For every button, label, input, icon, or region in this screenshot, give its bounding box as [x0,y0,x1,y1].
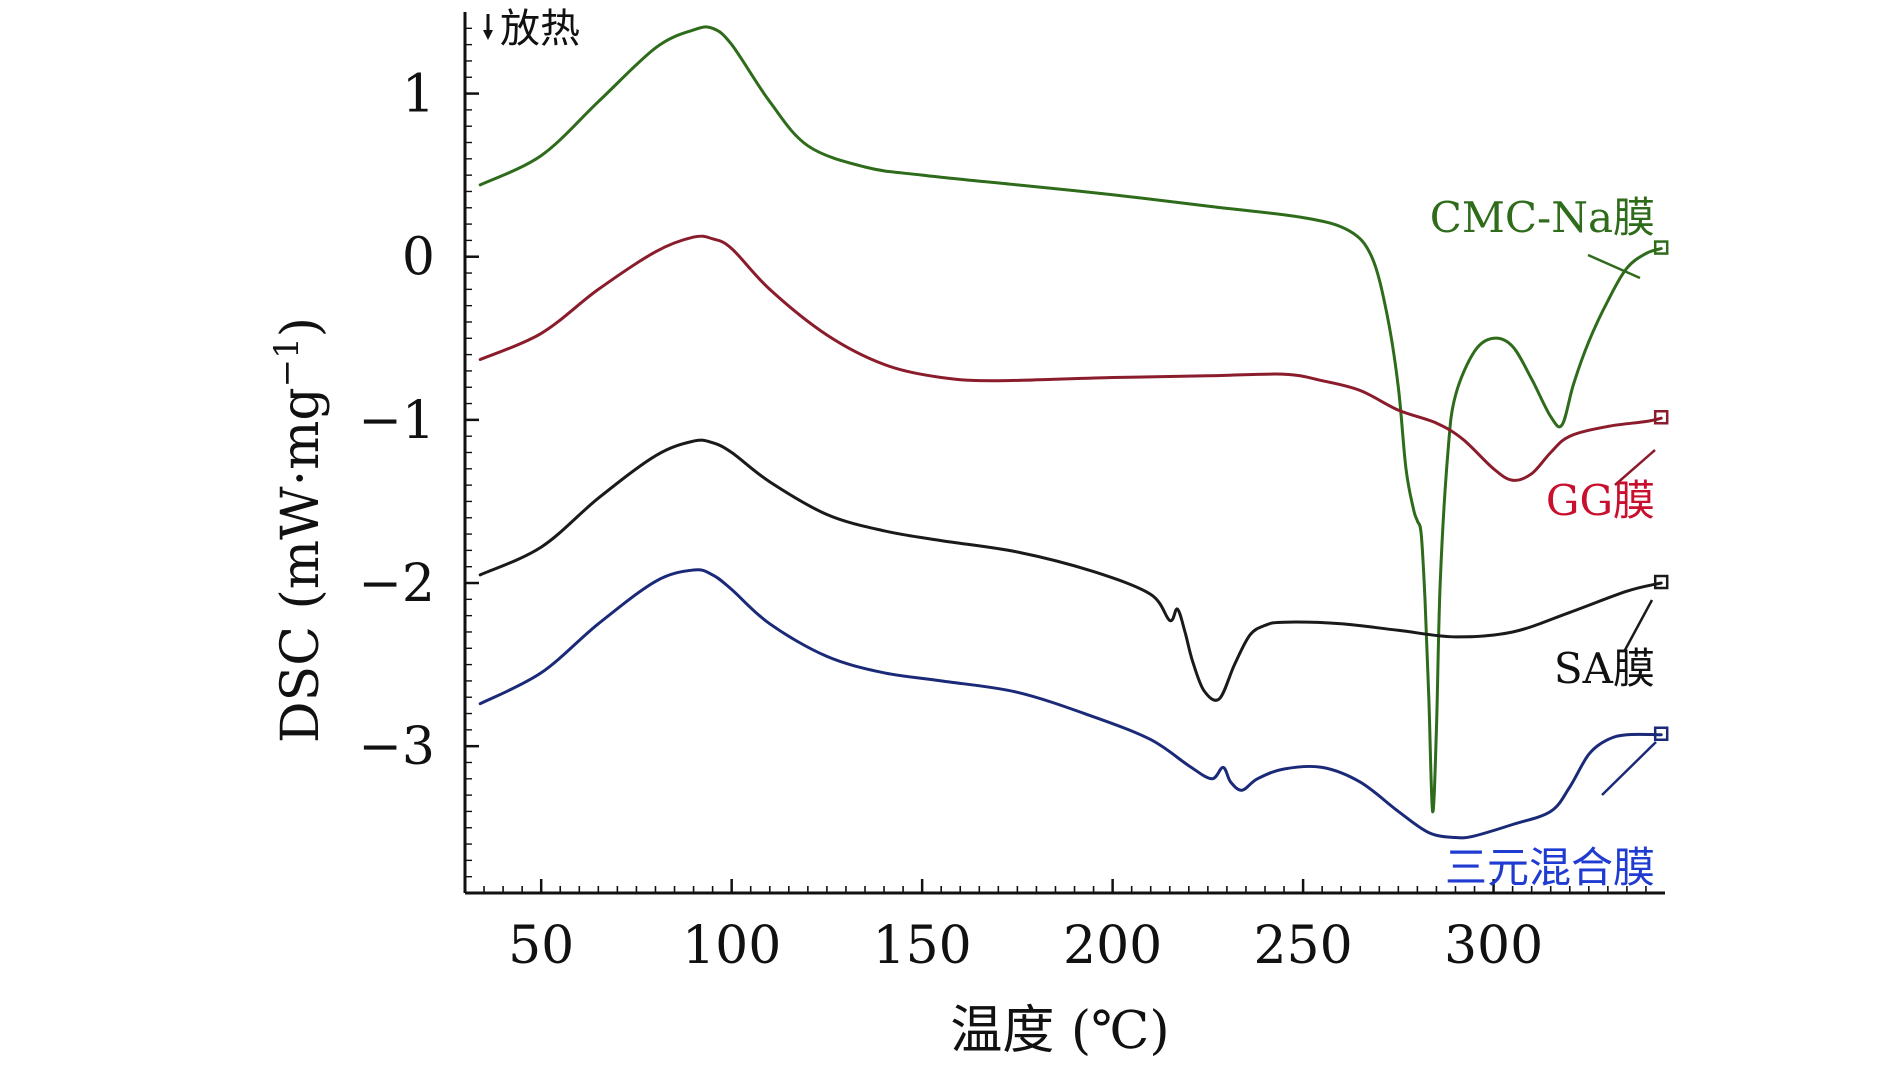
y-axis-title-main: DSC (mW·mg [271,387,331,743]
y-tick-label: −1 [358,391,435,451]
y-tick-label: −2 [358,554,435,614]
exotherm-arrow-head [483,30,493,40]
x-tick-label: 300 [1444,916,1543,976]
y-tick-label: 0 [402,228,435,288]
series-label-leader [1614,449,1656,486]
series-end-marker [1653,240,1669,255]
y-axis-title: DSC (mW·mg−1) [267,317,331,743]
series-label-4: 三元混合膜 [1445,843,1655,892]
x-tick-label: 50 [508,916,574,976]
x-tick-label: 150 [873,916,972,976]
series-label-leader [1623,599,1654,651]
x-axis-title: 温度 (℃) [950,1001,1169,1061]
y-tick-label: 1 [402,65,435,125]
exotherm-annotation: 放热 [483,6,580,52]
x-tick-label: 200 [1063,916,1162,976]
y-tick-label: −3 [358,717,435,777]
series-line-1 [478,25,1663,813]
series-label-3: SA膜 [1554,644,1655,693]
axes: 50 100 150 200 250 300 1 0 −1 −2 −3 [358,12,1665,976]
y-axis-title-superscript: −1 [267,337,307,387]
y-axis-title-close: ) [271,317,331,337]
x-tick-label: 250 [1253,916,1352,976]
exotherm-label: 放热 [500,6,580,52]
series-line-3 [478,438,1663,702]
series-label-1: CMC-Na膜 [1430,193,1655,242]
series-end-marker [1653,409,1669,425]
series-end-marker [1653,574,1669,590]
series-end-marker [1653,726,1669,741]
series-label-leader [1601,741,1657,796]
series-layer [478,25,1669,840]
series-label-leader [1587,253,1641,280]
series-line-4 [478,568,1663,840]
series-line-2 [478,234,1663,482]
x-tick-label: 100 [682,916,781,976]
series-label-2: GG膜 [1546,476,1655,525]
